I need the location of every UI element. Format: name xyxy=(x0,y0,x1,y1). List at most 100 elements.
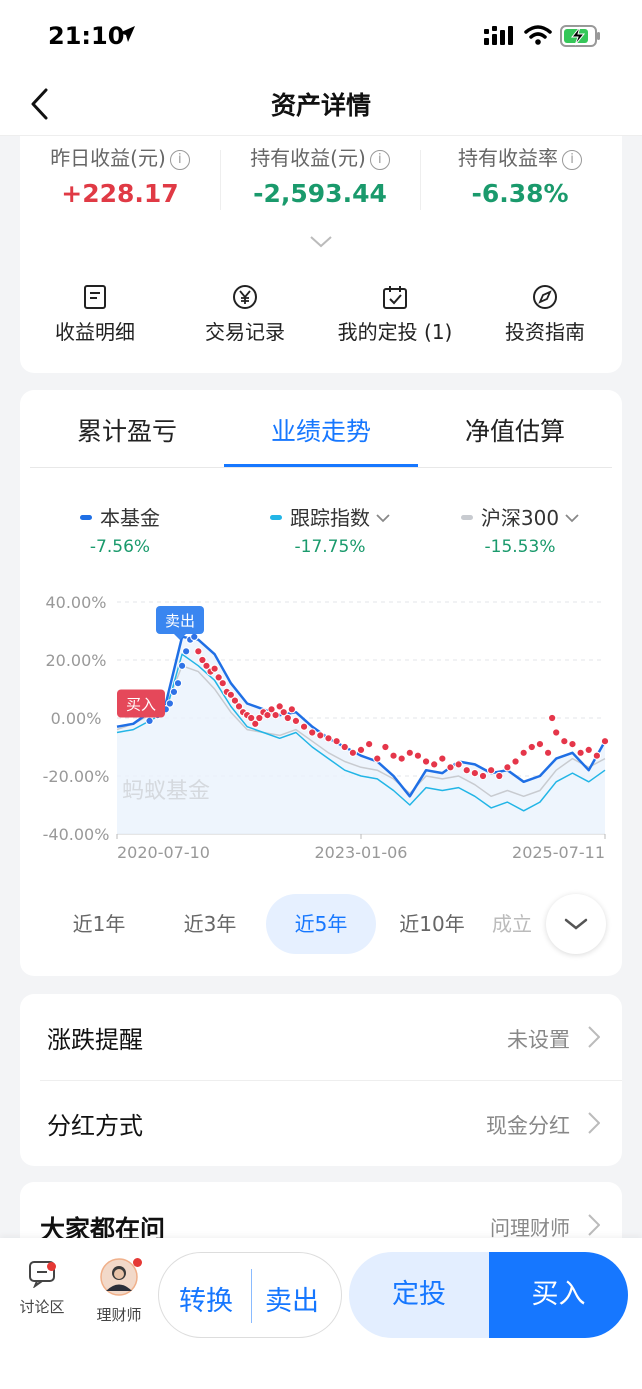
price-alert-label: 涨跌提醒 xyxy=(47,1026,143,1054)
tab-nav-estimate[interactable]: 净值估算 xyxy=(464,417,565,446)
buy-point xyxy=(511,757,520,766)
range-5y[interactable]: 近5年 xyxy=(266,894,376,954)
buy-point xyxy=(478,771,488,781)
convert-button[interactable]: 转换 xyxy=(179,1286,233,1317)
range-1y[interactable]: 近1年 xyxy=(72,912,126,936)
battery-charging-icon xyxy=(560,25,600,47)
buy-point xyxy=(356,745,366,754)
holding-return-label: 持有收益率 xyxy=(458,146,558,170)
buy-point xyxy=(519,748,528,757)
dividend-method-row[interactable]: 分红方式 现金分红 xyxy=(20,1080,622,1166)
buy-point xyxy=(600,737,610,746)
buy-point xyxy=(584,745,593,754)
buy-point xyxy=(430,760,439,769)
status-bar: 21:10 xyxy=(0,0,642,72)
buy-point xyxy=(373,754,382,763)
buy-point xyxy=(198,655,207,665)
chevron-down-icon xyxy=(564,918,588,930)
holding-profit-value: -2,593.44 xyxy=(253,179,387,208)
range-since-inception[interactable]: 成立 xyxy=(492,912,532,936)
buy-point xyxy=(271,711,280,720)
buy-point xyxy=(267,705,276,714)
price-alert-row[interactable]: 涨跌提醒 未设置 xyxy=(20,994,622,1080)
my-auto-invest-button[interactable]: 我的定投 (1) xyxy=(320,284,470,345)
advisor-button[interactable]: 理财师 xyxy=(84,1258,154,1325)
buy-point xyxy=(535,740,545,749)
profit-details-button[interactable]: 收益明细 xyxy=(20,284,170,345)
chevron-down-icon xyxy=(565,514,579,523)
legend-tracking-index[interactable]: 跟踪指数 -17.75% xyxy=(230,502,430,557)
buy-point xyxy=(446,763,455,772)
series-line-0 xyxy=(116,635,607,798)
expand-chevron-icon[interactable] xyxy=(310,236,332,248)
sell-button[interactable]: 卖出 xyxy=(265,1286,319,1317)
buy-point xyxy=(527,742,536,752)
price-alert-value: 未设置 xyxy=(507,1028,570,1052)
ask-advisor-link[interactable]: 问理财师 xyxy=(490,1216,570,1240)
buy-point xyxy=(255,713,264,723)
y-tick-label: -20.00% xyxy=(43,767,110,786)
sell-point xyxy=(182,647,191,656)
range-10y[interactable]: 近10年 xyxy=(399,912,465,936)
buy-point xyxy=(365,740,374,749)
buy-point xyxy=(279,708,288,717)
asset-summary-card: 昨日收益(元) i +228.17 持有收益(元) i -2,593.44 持有收益… xyxy=(20,136,622,373)
legend-hs300[interactable]: 沪深300 -15.53% xyxy=(420,502,620,557)
holding-return-value: -6.38% xyxy=(471,179,569,208)
document-icon xyxy=(84,285,106,309)
performance-chart[interactable]: 40.00% 20.00% 0.00% -20.00% -40.00% 2020-07-1… xyxy=(20,586,622,876)
active-tab-indicator xyxy=(224,464,418,467)
tab-performance-trend[interactable]: 业绩走势 xyxy=(270,417,371,446)
divider xyxy=(40,1080,622,1081)
buy-point xyxy=(214,673,223,682)
legend-hs300-name: 沪深300 xyxy=(480,506,560,530)
y-tick-label: 20.00% xyxy=(45,651,106,670)
buy-point xyxy=(316,731,325,740)
discussion-button[interactable]: 讨论区 xyxy=(7,1258,77,1317)
holding-return-stat: 持有收益率 i -6.38% xyxy=(420,142,620,208)
info-icon[interactable]: i xyxy=(562,150,582,170)
legend-swatch xyxy=(270,515,282,520)
buy-marker-tag xyxy=(117,689,165,718)
divider xyxy=(220,150,221,210)
buy-point xyxy=(543,748,553,757)
sell-point xyxy=(173,679,183,688)
transaction-records-button[interactable]: 交易记录 xyxy=(170,284,320,345)
location-arrow-icon xyxy=(119,26,135,42)
compass-icon xyxy=(533,285,557,309)
buy-point xyxy=(592,751,601,760)
info-icon[interactable]: i xyxy=(369,150,390,170)
performance-card: 累计盈亏 业绩走势 净值估算 本基金 -7.56% 跟踪指数 -17.75% 沪… xyxy=(20,390,622,976)
avatar xyxy=(100,1258,138,1296)
y-tick-label: 0.00% xyxy=(51,709,102,728)
chevron-right-icon xyxy=(588,1112,600,1134)
buy-point xyxy=(291,716,301,725)
buy-point xyxy=(234,702,244,711)
tab-cumulative-pnl[interactable]: 累计盈亏 xyxy=(76,417,177,446)
investment-guide-label: 投资指南 xyxy=(505,320,585,344)
auto-invest-button[interactable]: 定投 xyxy=(349,1252,489,1338)
holding-profit-label: 持有收益(元) xyxy=(250,146,366,170)
more-ranges-button[interactable] xyxy=(546,894,606,954)
advisor-label: 理财师 xyxy=(96,1306,142,1324)
convert-sell-group: 转换 卖出 xyxy=(158,1252,342,1338)
buy-point xyxy=(308,728,317,737)
sell-point xyxy=(177,661,187,670)
buy-point xyxy=(324,734,333,743)
invest-buy-group: 定投 买入 xyxy=(349,1252,628,1338)
buy-button[interactable]: 买入 xyxy=(489,1252,628,1338)
buy-point xyxy=(247,713,256,723)
series-line-1 xyxy=(116,653,606,812)
wifi-icon xyxy=(524,25,552,45)
nav-bar: 资产详情 xyxy=(0,72,642,136)
investment-guide-button[interactable]: 投资指南 xyxy=(470,284,620,345)
discussion-label: 讨论区 xyxy=(19,1298,65,1316)
cellular-signal-icon xyxy=(484,26,513,45)
info-icon[interactable]: i xyxy=(169,150,190,170)
range-3y[interactable]: 近3年 xyxy=(183,912,237,936)
buy-point xyxy=(413,751,423,760)
buy-point xyxy=(226,690,235,699)
buy-point xyxy=(576,748,585,757)
buy-point xyxy=(275,702,284,711)
back-arrow-icon[interactable] xyxy=(26,86,56,122)
